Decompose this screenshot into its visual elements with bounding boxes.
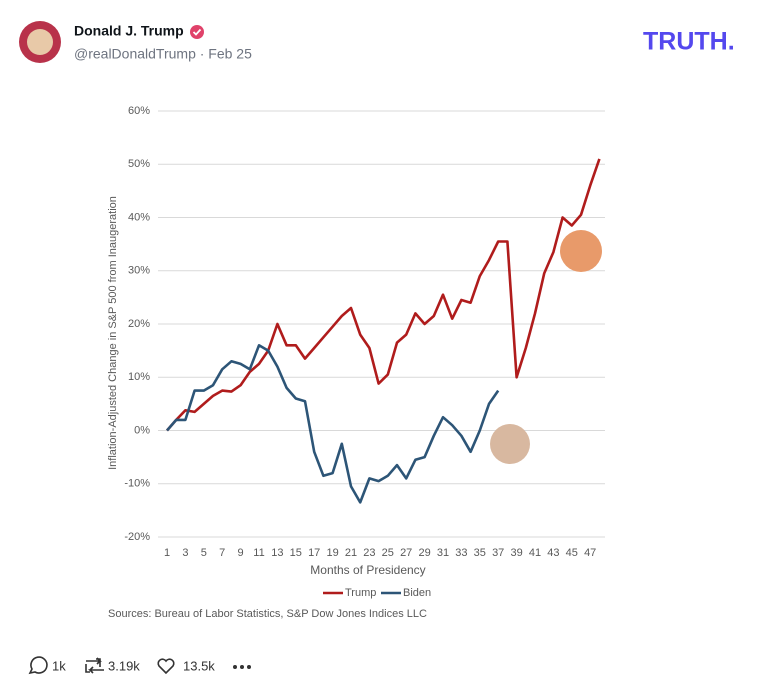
repost-count: 3.19k [108,658,140,673]
biden-portrait [490,424,530,464]
y-tick-label: 20% [128,318,150,330]
handle[interactable]: @realDonaldTrump · Feb 25 [74,46,252,62]
x-tick-label: 39 [510,547,522,559]
avatar-face [27,29,53,55]
x-tick-label: 47 [584,547,596,559]
actions [28,656,175,675]
x-tick-label: 41 [529,547,541,559]
more-button[interactable] [233,665,251,669]
x-tick-label: 27 [400,547,412,559]
trump-portrait [560,230,602,272]
x-tick-label: 11 [253,547,264,559]
reply-count: 1k [52,658,66,673]
brand[interactable]: TRUTH. [643,28,735,56]
x-tick-label: 45 [566,547,578,559]
y-tick-label: 30% [128,265,150,277]
source: Sources: Bureau of Labor Statistics, S&P… [108,608,427,620]
line-series [166,344,500,504]
x-tick-label: 17 [308,547,320,559]
y-tick-label: 50% [128,158,150,170]
x-tick-label: 31 [437,547,449,559]
line-series [166,158,601,432]
reply-icon[interactable] [28,656,48,675]
x-axis-title: Months of Presidency [310,563,425,577]
like-count: 13.5k [183,658,215,673]
x-tick-label: 5 [201,547,207,559]
x-tick-label: 33 [455,547,467,559]
y-tick-label: 60% [128,105,150,117]
verified-check [192,28,202,36]
y-tick-label: 40% [128,211,150,223]
y-axis-title: Inflation-Adjusted Change in S&P 500 fro… [107,196,119,470]
like-icon[interactable] [157,658,175,675]
x-tick-label: 35 [474,547,486,559]
x-tick-label: 43 [547,547,559,559]
y-tick-label: -10% [124,478,150,490]
x-tick-label: 19 [326,547,338,559]
author[interactable]: Donald J. Trump [74,23,184,39]
x-tick-label: 1 [164,547,170,559]
x-tick-label: 25 [382,547,394,559]
y-tick-label: 10% [128,371,150,383]
x-tick-label: 3 [182,547,188,559]
legend-label: Biden [403,587,431,599]
x-tick-label: 9 [238,547,244,559]
y-tick-label: -20% [124,531,150,543]
verified-badge [190,25,204,39]
x-tick-label: 15 [290,547,302,559]
chart: Inflation-Adjusted Change in S&P 500 fro… [107,105,605,620]
repost-icon[interactable] [85,657,104,674]
x-tick-label: 21 [345,547,357,559]
legend-label: Trump [345,587,376,599]
x-tick-label: 7 [219,547,225,559]
x-tick-label: 37 [492,547,504,559]
y-tick-label: 0% [134,424,150,436]
x-tick-label: 13 [271,547,283,559]
x-tick-label: 23 [363,547,375,559]
x-tick-label: 29 [418,547,430,559]
